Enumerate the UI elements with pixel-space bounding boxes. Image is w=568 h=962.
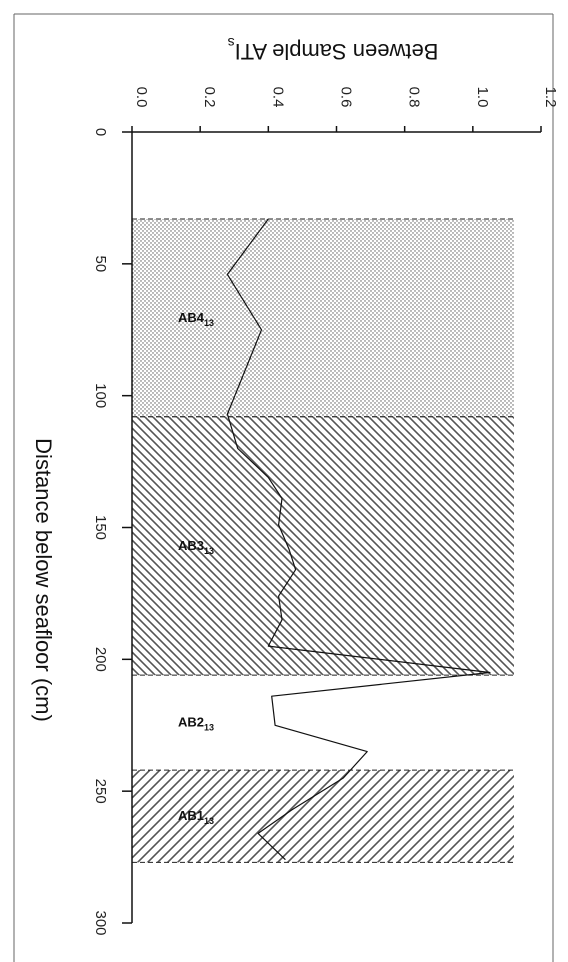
zone-label-sub-2: 13 xyxy=(204,723,214,733)
zones-layer xyxy=(132,218,514,863)
zone-fill-0 xyxy=(132,219,514,417)
depth-tick-label-4: 200 xyxy=(92,647,109,672)
zone-label-1: AB313 xyxy=(178,538,214,556)
series-line-0 xyxy=(226,218,491,861)
series-layer xyxy=(226,218,491,861)
y-axis-title: Between Sample ATIs xyxy=(228,35,439,64)
zone-label-sub-3: 13 xyxy=(204,816,214,826)
zone-label-sub-1: 13 xyxy=(204,546,214,556)
zone-label-main-3: AB1 xyxy=(178,808,204,823)
value-tick-label-3: 0.6 xyxy=(338,87,355,108)
x-axis-title: Distance below seafloor (cm) xyxy=(31,438,56,722)
value-tick-label-0: 0.0 xyxy=(133,87,150,108)
y-axis-title-main: Between Sample ATI xyxy=(235,39,439,64)
depth-tick-label-3: 150 xyxy=(92,515,109,540)
zone-label-main-0: AB4 xyxy=(178,310,205,325)
depth-tick-label-0: 0 xyxy=(92,128,109,136)
value-tick-label-5: 1.0 xyxy=(474,87,491,108)
zone-fill-1 xyxy=(132,416,514,676)
zone-label-main-2: AB2 xyxy=(178,715,204,730)
depth-tick-label-1: 50 xyxy=(92,255,109,272)
depth-tick-label-6: 300 xyxy=(92,910,109,935)
value-tick-label-6: 1.2 xyxy=(542,87,559,108)
zone-label-3: AB113 xyxy=(178,808,214,826)
depth-tick-label-5: 250 xyxy=(92,779,109,804)
zone-fill-3 xyxy=(132,770,514,863)
axes-layer: 0.0 0.2 0.4 0.6 0.8 1.0 1.2 0 50 100 150 200 250 300 xyxy=(92,87,559,936)
zone-label-sub-0: 13 xyxy=(204,318,214,328)
value-tick-label-1: 0.2 xyxy=(201,87,218,108)
zone-label-2: AB213 xyxy=(178,715,214,733)
zone-label-0: AB413 xyxy=(178,310,214,328)
depth-tick-label-2: 100 xyxy=(92,383,109,408)
zone-label-main-1: AB3 xyxy=(178,538,204,553)
value-tick-label-2: 0.4 xyxy=(269,87,286,108)
y-axis-title-subscript: s xyxy=(228,35,235,51)
value-tick-label-4: 0.8 xyxy=(406,87,423,108)
